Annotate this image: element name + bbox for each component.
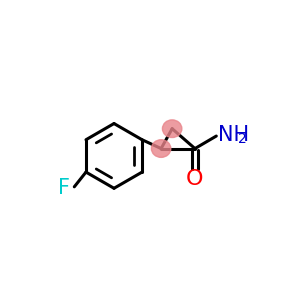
Text: O: O [186,169,204,190]
Text: F: F [58,178,70,198]
Ellipse shape [162,120,182,137]
Ellipse shape [152,140,171,158]
Text: 2: 2 [238,132,247,146]
Text: NH: NH [218,125,250,145]
